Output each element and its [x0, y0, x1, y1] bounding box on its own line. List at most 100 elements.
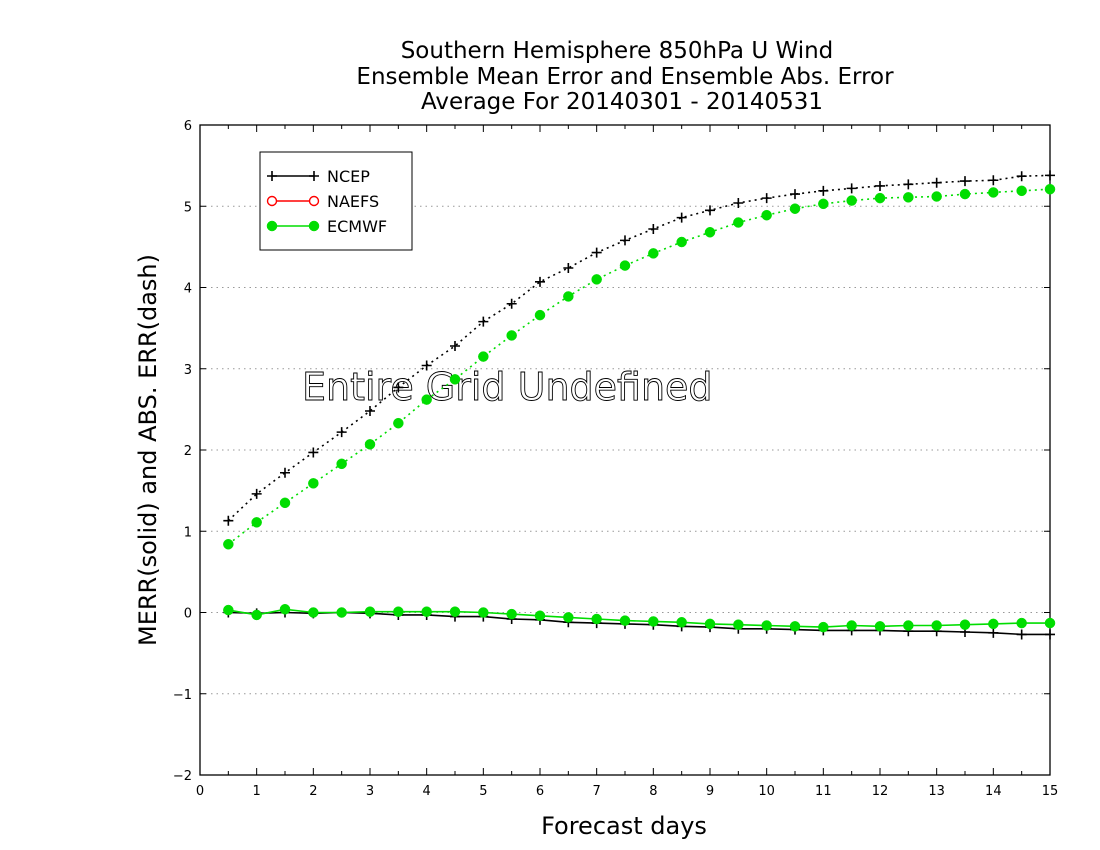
data-point — [874, 192, 886, 204]
data-point — [704, 227, 716, 238]
data-point — [223, 539, 234, 550]
data-point — [478, 351, 489, 362]
data-point — [960, 176, 970, 187]
x-tick-label: 3 — [366, 784, 374, 799]
data-point — [959, 619, 971, 630]
data-point — [1016, 171, 1027, 182]
data-point — [393, 606, 404, 617]
data-point — [619, 615, 631, 626]
x-tick-label: 4 — [423, 784, 431, 799]
data-point — [818, 185, 829, 196]
data-point — [591, 613, 602, 625]
data-point — [223, 515, 234, 526]
series-ecmwf-dash — [223, 183, 1056, 550]
x-tick-label: 7 — [593, 784, 601, 799]
y-tick-label: 3 — [184, 363, 192, 378]
legend-label: ECMWF — [327, 217, 387, 236]
data-point — [251, 609, 262, 621]
data-point — [563, 263, 574, 273]
series-ncep-dash — [223, 170, 1055, 526]
data-point — [1045, 629, 1055, 640]
data-point — [534, 610, 546, 621]
legend-marker — [266, 195, 278, 207]
data-point — [1044, 183, 1056, 195]
data-point — [676, 236, 687, 248]
title-line-2: Ensemble Mean Error and Ensemble Abs. Er… — [356, 64, 894, 90]
data-point — [1016, 629, 1027, 640]
title-line-1: Southern Hemisphere 850hPa U Wind — [401, 38, 834, 64]
data-point — [761, 193, 772, 204]
data-point — [478, 607, 489, 618]
x-tick-label: 5 — [479, 784, 487, 799]
x-tick-label: 0 — [196, 784, 204, 799]
data-point — [421, 360, 432, 371]
data-point — [620, 235, 630, 246]
data-point — [364, 439, 376, 450]
data-point — [648, 224, 659, 234]
y-tick-label: 2 — [184, 444, 192, 459]
x-tick-label: 12 — [872, 784, 889, 799]
data-point — [336, 427, 347, 438]
chart-title: Southern Hemisphere 850hPa U Wind Ensemb… — [356, 38, 894, 115]
data-point — [818, 621, 829, 633]
legend-label: NAEFS — [327, 192, 379, 211]
data-point — [931, 191, 942, 202]
data-point — [931, 177, 942, 188]
legend-marker — [266, 220, 278, 232]
data-point — [761, 209, 772, 221]
legend-marker — [308, 220, 320, 232]
x-axis-label: Forecast days — [541, 812, 707, 840]
series-layer — [223, 170, 1056, 640]
data-point — [223, 604, 234, 616]
data-point — [364, 606, 376, 617]
legend-item-naefs: NAEFS — [266, 192, 379, 211]
data-point — [506, 608, 517, 620]
data-point — [761, 620, 772, 631]
data-point — [279, 497, 291, 509]
data-point — [931, 620, 942, 631]
undefined-grid-annotation: Entire Grid Undefined — [302, 365, 713, 409]
data-point — [790, 189, 800, 200]
y-tick-label: 0 — [184, 607, 192, 622]
data-point — [563, 291, 574, 302]
data-point — [903, 620, 914, 631]
data-point — [506, 298, 517, 309]
data-point — [1044, 617, 1056, 629]
data-point — [676, 212, 687, 223]
data-point — [903, 192, 914, 203]
data-point — [846, 620, 857, 631]
data-point — [648, 616, 659, 627]
data-point — [1016, 185, 1027, 197]
y-tick-label: 4 — [184, 282, 192, 297]
data-point — [1045, 170, 1055, 181]
data-point — [251, 517, 262, 528]
x-tick-label: 13 — [928, 784, 945, 799]
data-point — [874, 621, 886, 632]
data-point — [648, 248, 659, 259]
data-point — [279, 604, 291, 615]
data-point — [903, 179, 914, 190]
grid-lines — [200, 205, 1050, 695]
legend: NCEP NAEFS ECMWF — [259, 151, 413, 251]
legend-item-ecmwf: ECMWF — [266, 217, 387, 236]
x-tick-label: 14 — [985, 784, 1002, 799]
legend-marker — [308, 195, 320, 207]
x-tick-label: 11 — [815, 784, 832, 799]
data-point — [308, 478, 319, 489]
legend-marker — [267, 171, 277, 181]
x-tick-label: 8 — [649, 784, 657, 799]
data-point — [959, 188, 971, 200]
data-point — [733, 619, 744, 630]
data-point — [988, 627, 999, 638]
x-tick-label: 9 — [706, 784, 714, 799]
data-point — [846, 195, 857, 206]
data-point — [421, 394, 432, 405]
x-tick-label: 6 — [536, 784, 544, 799]
data-point — [988, 175, 999, 186]
data-point — [789, 203, 801, 214]
data-point — [988, 187, 999, 198]
title-line-3: Average For 20140301 - 20140531 — [421, 89, 823, 115]
data-point — [534, 309, 546, 321]
